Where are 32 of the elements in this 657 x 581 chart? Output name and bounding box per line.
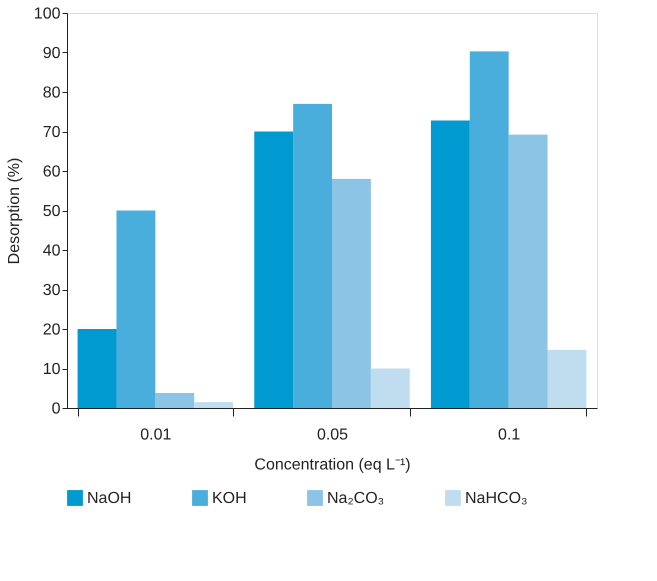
legend-label: Na₂CO₃ [327, 490, 384, 507]
legend-label: KOH [212, 490, 247, 507]
y-tick-label: 90 [42, 45, 61, 62]
x-tick-label: 0.05 [316, 426, 348, 444]
y-tick-label: 60 [42, 164, 61, 180]
bar [370, 368, 410, 408]
bar [78, 329, 116, 408]
y-tick-label: 0 [52, 400, 61, 418]
y-tick-label: 10 [42, 361, 61, 378]
y-tick-label: 20 [42, 322, 61, 338]
bar [293, 104, 332, 408]
y-tick-label: 40 [42, 242, 61, 260]
y-tick-label: 50 [42, 203, 61, 220]
y-tick-label: 100 [34, 6, 61, 22]
bar [254, 132, 294, 408]
bar [116, 210, 156, 408]
x-tick-label: 0.01 [140, 426, 172, 444]
x-tick-label: 0.1 [498, 426, 520, 444]
bar [548, 350, 586, 408]
bar [194, 402, 234, 408]
y-axis-title: Desorption (%) [6, 158, 23, 264]
bar [508, 134, 548, 408]
bar [430, 120, 470, 408]
bar [155, 392, 194, 408]
legend-label: NaOH [87, 490, 132, 507]
legend-label: NaHCO₃ [465, 490, 528, 507]
y-tick-label: 70 [42, 124, 61, 141]
bar [470, 51, 509, 408]
y-tick-label: 30 [42, 282, 61, 299]
x-axis-title: Concentration (eq L⁻¹) [254, 456, 411, 474]
y-tick-label: 80 [42, 84, 61, 102]
bar [332, 178, 371, 408]
